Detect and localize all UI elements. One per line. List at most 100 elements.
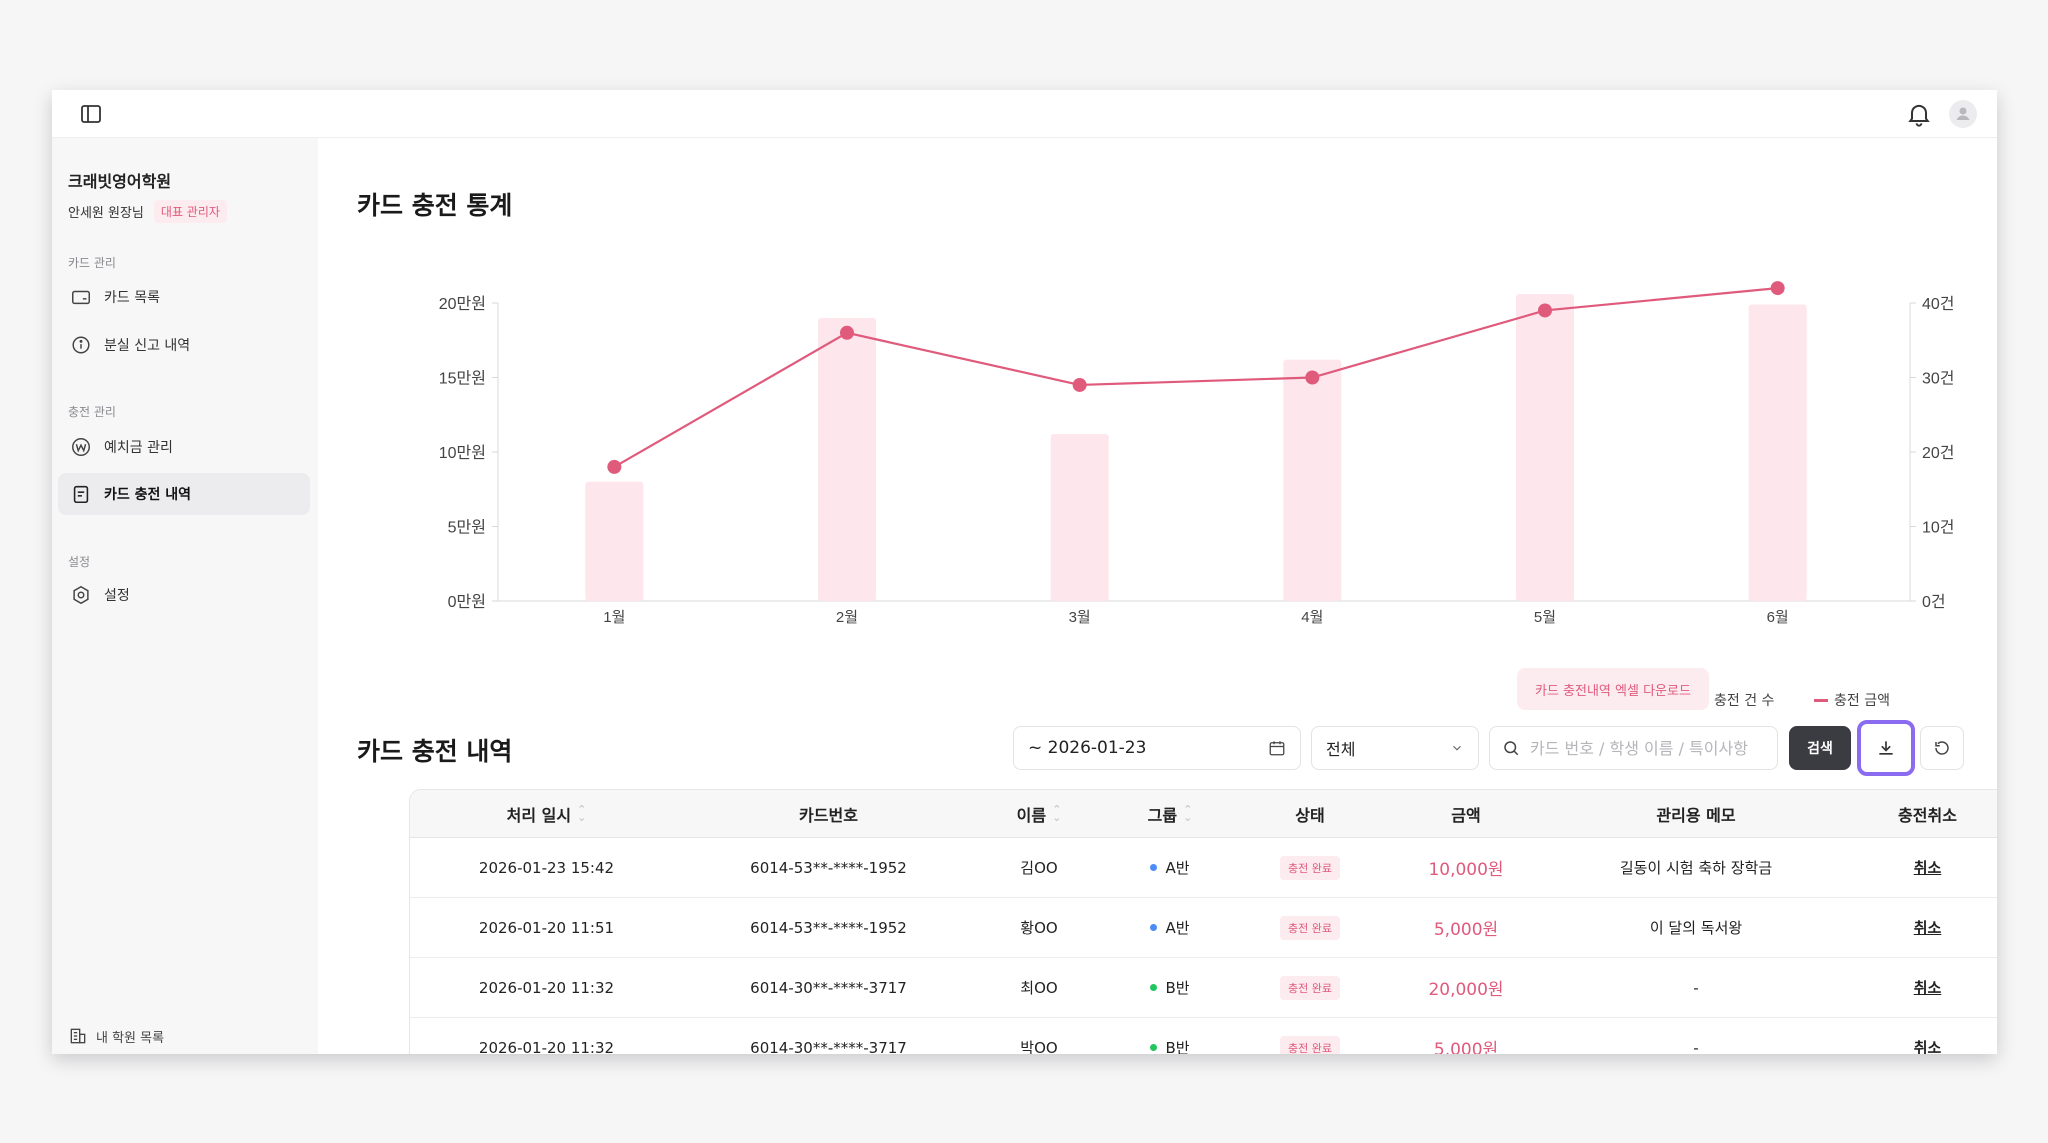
- history-toolbar: 카드 충전 내역 카드 충전내역 엑셀 다운로드 ~ 2026-01-23 전체…: [318, 138, 1997, 1054]
- receipt-icon: [73, 485, 89, 504]
- search-button[interactable]: 검색: [1789, 726, 1851, 770]
- cell-status: 충전 완료: [1236, 915, 1384, 940]
- sidebar: 크래빗영어학원 안세원 원장님 대표 관리자 카드 관리 카드 목록 분실 신고…: [52, 138, 318, 1054]
- cell-group: B반: [1104, 977, 1236, 998]
- sidebar-item-deposit[interactable]: 예치금 관리: [58, 426, 310, 468]
- col-name[interactable]: 이름 ⌃ ⌄: [974, 802, 1104, 826]
- building-icon: [70, 1028, 86, 1044]
- cell-memo: -: [1693, 978, 1699, 997]
- sidebar-item-lost-report[interactable]: 분실 신고 내역: [58, 324, 310, 366]
- group-label: A반: [1165, 919, 1190, 937]
- sidebar-item-settings[interactable]: 설정: [58, 574, 310, 616]
- right-tick-label: 40건: [1922, 295, 1955, 313]
- cell-memo: 이 달의 독서왕: [1649, 919, 1743, 937]
- sidebar-item-card-list[interactable]: 카드 목록: [58, 276, 310, 318]
- my-academy-list-link[interactable]: 내 학원 목록: [68, 1026, 164, 1046]
- group-label: B반: [1165, 1039, 1190, 1054]
- cell-time: 2026-01-20 11:32: [478, 978, 615, 997]
- sidebar-toggle-icon[interactable]: [79, 102, 103, 126]
- left-tick-label: 0만원: [448, 593, 486, 611]
- left-tick-label: 5만원: [448, 519, 486, 537]
- cell-group: B반: [1104, 1037, 1236, 1054]
- sidebar-item-label: 카드 충전 내역: [104, 487, 192, 503]
- col-time[interactable]: 처리 일시 ⌃ ⌄: [410, 802, 683, 826]
- won-icon: [72, 438, 90, 456]
- amount-value: 5,000원: [1433, 1040, 1499, 1054]
- main-content: 카드 충전 통계 0만원 5만원 10만원 15만원 20만원 0건 10건 20건 30건 40…: [318, 138, 1997, 1054]
- notification-bell-icon[interactable]: [1905, 100, 1933, 128]
- group-select[interactable]: 전체: [1311, 726, 1479, 770]
- x-tick-label: 3월: [1069, 609, 1091, 626]
- line-series-path: [613, 287, 1778, 468]
- cancel-link[interactable]: 취소: [1913, 859, 1942, 877]
- cancel-link[interactable]: 취소: [1913, 1039, 1942, 1054]
- cancel-link[interactable]: 취소: [1913, 979, 1942, 997]
- cell-memo: 길동이 시험 축하 장학금: [1619, 859, 1773, 877]
- cell-group: A반: [1104, 917, 1236, 938]
- cell-name: 박OO: [1020, 1039, 1058, 1054]
- cell-time: 2026-01-20 11:32: [478, 1038, 615, 1055]
- history-title: 카드 충전 내역: [357, 737, 513, 766]
- left-tick-label: 20만원: [439, 295, 486, 313]
- col-label: 충전취소: [1898, 805, 1957, 825]
- legend-line-swatch: [1814, 698, 1828, 702]
- excel-download-button[interactable]: [1857, 720, 1915, 776]
- download-tooltip: 카드 충전내역 엑셀 다운로드: [1517, 668, 1709, 710]
- role-badge: 대표 관리자: [153, 200, 227, 223]
- col-label: 상태: [1295, 805, 1325, 825]
- user-avatar[interactable]: [1949, 100, 1977, 128]
- cell-status: 충전 완료: [1236, 975, 1384, 1000]
- right-tick-label: 30건: [1922, 370, 1955, 388]
- charge-stats-chart: 0만원 5만원 10만원 15만원 20만원 0건 10건 20건 30건 40건 1월 2월 3월 4월…: [439, 281, 1955, 626]
- card-icon: [72, 290, 90, 305]
- group-dot: [1150, 924, 1158, 931]
- cell-status: 충전 완료: [1236, 1035, 1384, 1054]
- col-label: 관리용 메모: [1656, 805, 1736, 825]
- cell-cancel: 취소: [1844, 977, 1997, 998]
- cell-memo: -: [1693, 1038, 1699, 1055]
- col-group[interactable]: 그룹 ⌃ ⌄: [1104, 802, 1236, 826]
- date-range-value: ~ 2026-01-23: [1028, 738, 1147, 758]
- left-tick-label: 15만원: [439, 370, 486, 388]
- sort-icon: ⌃ ⌄: [577, 802, 587, 824]
- academy-name: 크래빗영어학원: [68, 172, 172, 191]
- line-point-1월: [607, 459, 622, 474]
- top-bar: [52, 90, 1997, 138]
- x-tick-label: 4월: [1301, 609, 1323, 626]
- cell-amount: 5,000원: [1384, 915, 1548, 940]
- right-tick-label: 10건: [1922, 519, 1955, 537]
- group-select-value: 전체: [1326, 740, 1356, 759]
- chevron-down-icon: [1453, 745, 1461, 751]
- refresh-button[interactable]: [1920, 726, 1964, 770]
- status-badge: 충전 완료: [1280, 975, 1340, 1000]
- line-point-2월: [840, 325, 854, 340]
- status-badge: 충전 완료: [1280, 855, 1340, 880]
- line-point-4월: [1305, 370, 1320, 385]
- section-label-charge: 충전 관리: [68, 405, 116, 419]
- table-row: 2026-01-23 15:42 6014-53**-****-1952 김OO A반…: [410, 838, 1997, 898]
- left-tick-label: 10만원: [439, 444, 486, 462]
- status-badge: 충전 완료: [1280, 915, 1340, 940]
- bar-4월: [1283, 359, 1342, 601]
- group-label: B반: [1165, 979, 1190, 997]
- x-tick-label: 2월: [836, 609, 858, 626]
- search-input[interactable]: [1530, 738, 1760, 758]
- cell-card: 6014-53**-****-1952: [750, 858, 907, 877]
- section-label-settings: 설정: [68, 555, 91, 569]
- cell-cancel: 취소: [1844, 917, 1997, 938]
- table-row: 2026-01-20 11:32 6014-30**-****-3717 최OO B반…: [410, 958, 1997, 1018]
- sidebar-item-charge-history[interactable]: 카드 충전 내역: [58, 473, 310, 515]
- cell-name: 황OO: [1020, 919, 1058, 937]
- cell-amount: 10,000원: [1384, 855, 1548, 880]
- search-field[interactable]: [1489, 726, 1778, 770]
- table-row: 2026-01-20 11:51 6014-53**-****-1952 황OO A반…: [410, 898, 1997, 958]
- legend-bar-label: 충전 건 수: [1714, 693, 1775, 709]
- my-academy-list-label: 내 학원 목록: [96, 1030, 165, 1046]
- calendar-icon: [1269, 741, 1285, 756]
- right-tick-label: 20건: [1922, 444, 1955, 462]
- x-tick-label: 6월: [1767, 609, 1789, 626]
- x-tick-label: 1월: [603, 609, 625, 626]
- legend-line-label: 충전 금액: [1834, 693, 1890, 709]
- cancel-link[interactable]: 취소: [1913, 919, 1942, 937]
- date-range-field[interactable]: ~ 2026-01-23: [1013, 726, 1301, 770]
